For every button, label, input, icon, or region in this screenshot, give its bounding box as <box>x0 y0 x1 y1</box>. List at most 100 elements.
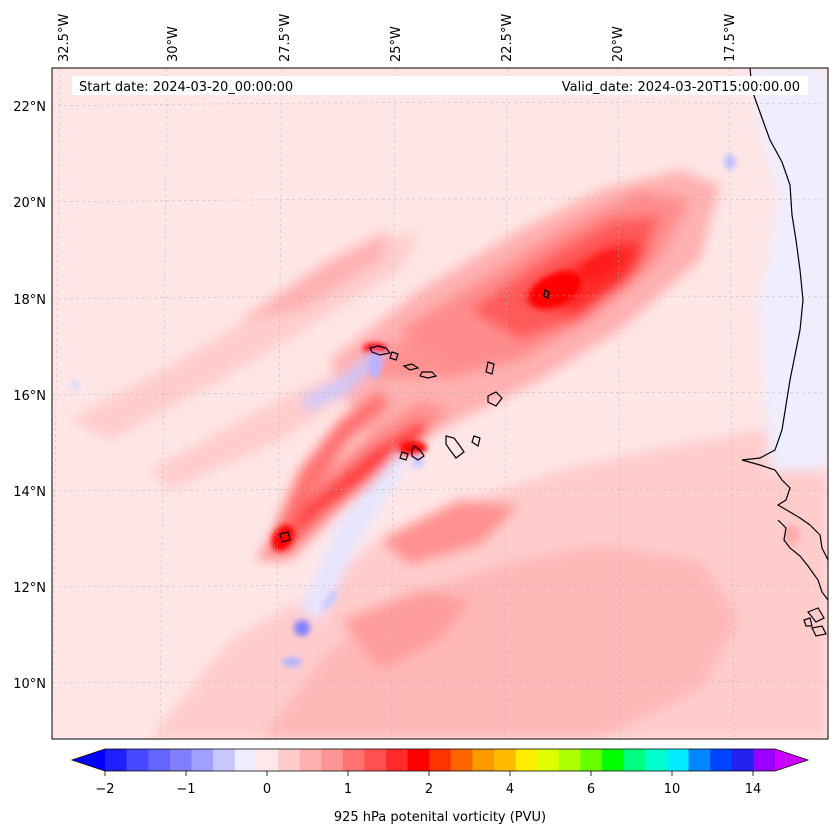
colorbar-segment <box>580 749 603 771</box>
pv-spot-santo-antao <box>363 343 387 353</box>
santa-luzia <box>419 371 438 379</box>
pv-sharp-features <box>69 154 800 667</box>
colorbar-segment <box>299 749 322 771</box>
boa-vista <box>487 391 503 407</box>
lon-tick: 25°W <box>389 26 404 62</box>
maio <box>471 435 481 447</box>
colorbar-tick-label: 1 <box>344 782 352 797</box>
pv-region-northwest-band-2 <box>240 230 390 320</box>
colorbar-tick-label: 6 <box>587 782 595 797</box>
map-frame <box>51 67 829 740</box>
pv-region-mid-band <box>380 500 520 565</box>
colorbar-segment <box>494 749 517 771</box>
pv-spot-13n <box>271 524 295 552</box>
colorbar-segment <box>277 749 301 771</box>
colorbar-segment <box>515 749 538 771</box>
pv-region-southeast-patch <box>340 590 470 670</box>
colorbar-segment <box>126 749 149 771</box>
pv-negative-spot-6 <box>412 456 424 468</box>
pv-region-east-ocean <box>748 68 828 470</box>
colorbar-segment <box>364 749 387 771</box>
pv-region-south-plume-inner <box>260 545 740 739</box>
santo-antao <box>369 345 392 356</box>
guinea-bissau-islands <box>803 607 827 637</box>
start-date-label: Start date: 2024-03-20_00:00:00 <box>79 80 293 95</box>
colorbar-segment <box>342 749 365 771</box>
lon-tick: 30°W <box>166 26 181 62</box>
island-13n <box>279 531 291 543</box>
lat-tick: 22°N <box>13 100 46 115</box>
colorbar-segment <box>169 749 193 771</box>
colorbar-tick-label: 4 <box>506 782 514 797</box>
colorbar-segment <box>213 749 236 771</box>
colorbar-segment <box>666 749 690 771</box>
pv-negative-spot-4 <box>369 351 381 379</box>
valid-date-label: Valid_date: 2024-03-20T15:00:00.00 <box>562 80 800 95</box>
colorbar-segment <box>731 749 754 771</box>
colorbar-segments <box>105 749 776 771</box>
lon-tick: 32.5°W <box>57 14 72 62</box>
coastlines <box>279 68 828 637</box>
pv-negative-spot-5 <box>322 589 338 611</box>
pv-max-core-2 <box>580 251 620 279</box>
colorbar-tick-label: 0 <box>263 782 271 797</box>
lon-tick: 20°W <box>611 26 626 62</box>
colorbar-segment <box>558 749 582 771</box>
colorbar: −2 −1 0 1 2 4 6 10 14 925 hPa potenital vorticit… <box>70 748 810 825</box>
colorbar-segment <box>234 749 257 771</box>
sao-vicente <box>389 351 399 361</box>
lat-tick: 12°N <box>13 581 46 596</box>
colorbar-segment <box>623 749 646 771</box>
pv-max-core <box>528 271 582 309</box>
pv-negative-spot-1 <box>294 620 310 636</box>
colorbar-segment <box>385 749 409 771</box>
pv-region-negative-strip-1 <box>300 450 410 620</box>
colorbar-segment <box>753 749 776 771</box>
colorbar-tick-label: −1 <box>176 782 195 797</box>
colorbar-ticks: −2 −1 0 1 2 4 6 10 14 <box>95 771 761 797</box>
colorbar-segment <box>105 749 128 771</box>
pv-negative-spot-2 <box>282 657 302 667</box>
pv-negative-spot-7 <box>69 381 81 389</box>
colorbar-segment <box>407 749 430 771</box>
banc-arguin-dot <box>543 289 550 299</box>
colorbar-extend-high <box>775 749 808 771</box>
map-panel <box>52 68 828 739</box>
colorbar-segment <box>645 749 668 771</box>
colorbar-tick-label: 10 <box>664 782 681 797</box>
pv-negative-spot-3 <box>724 154 736 170</box>
lon-tick: 17.5°W <box>723 14 738 62</box>
colorbar-tick-label: −2 <box>95 782 114 797</box>
pv-region-negative-strip-2 <box>300 345 388 410</box>
colorbar-segment <box>602 749 625 771</box>
santiago <box>445 435 465 459</box>
lat-tick: 18°N <box>13 293 46 308</box>
colorbar-segment <box>429 749 452 771</box>
graticule <box>52 68 828 739</box>
colorbar-segment <box>472 749 495 771</box>
sao-nicolau <box>402 363 420 371</box>
colorbar-label: 925 hPa potenital vorticity (PVU) <box>334 810 546 825</box>
colorbar-segment <box>688 749 711 771</box>
senegal-gambia-coast <box>777 519 828 601</box>
colorbar-segment <box>191 749 214 771</box>
header-box <box>72 76 808 95</box>
lon-tick-labels: 32.5°W 30°W 27.5°W 25°W 22.5°W 20°W 17.5… <box>57 14 738 62</box>
colorbar-segment <box>710 749 733 771</box>
lat-tick-labels: 22°N 20°N 18°N 16°N 14°N 12°N 10°N <box>13 100 46 692</box>
colorbar-extend-low <box>72 749 105 771</box>
africa-coastline <box>741 68 828 561</box>
pv-region-ribbon-inner <box>272 420 430 550</box>
colorbar-segment <box>321 749 344 771</box>
colorbar-segment <box>256 749 279 771</box>
lon-tick: 22.5°W <box>500 14 515 62</box>
colorbar-tick-label: 2 <box>425 782 433 797</box>
colorbar-segment <box>450 749 474 771</box>
fogo <box>411 445 425 461</box>
colorbar-segment <box>148 749 171 771</box>
pv-region-ribbon-west <box>270 390 390 545</box>
lat-tick: 10°N <box>13 677 46 692</box>
lon-tick: 27.5°W <box>278 14 293 62</box>
sal <box>485 361 495 375</box>
